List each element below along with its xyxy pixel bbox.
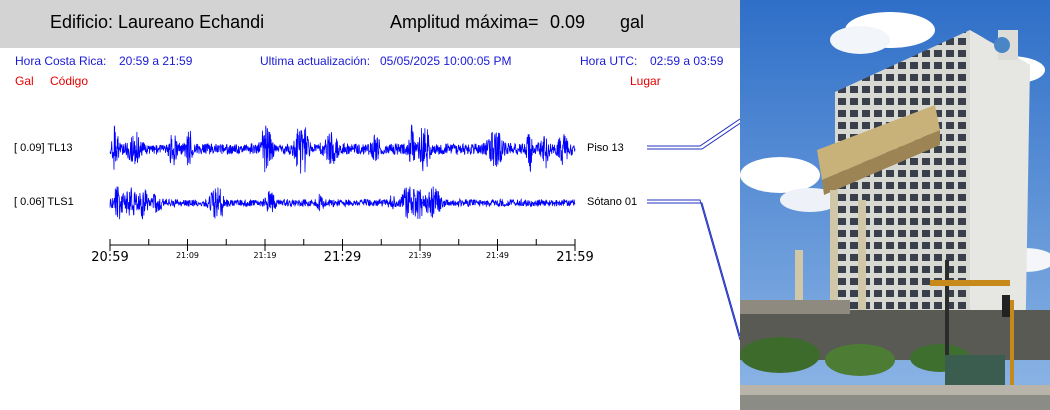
seismogram-chart: 20:59 21:09 21:19 21:29 21:39 21:49 21:59 — [91, 99, 740, 341]
trace-place-tl13: Piso 13 — [587, 142, 624, 154]
trace-tl13 — [109, 124, 576, 174]
utc-range: 02:59 a 03:59 — [650, 54, 724, 68]
trace-gal-label-tl13: [ 0.09] TL13 — [14, 142, 73, 154]
trace-gal-label-tls1: [ 0.06] TLS1 — [14, 196, 74, 208]
header-bar: Edificio: Laureano Echandi Amplitud máxi… — [0, 0, 740, 48]
amplitude-label: Amplitud máxima= — [390, 12, 539, 32]
connector-tl13-inner — [647, 102, 740, 150]
time-tick-label: 21:29 — [324, 250, 361, 265]
update-value: 05/05/2025 10:00:05 PM — [380, 54, 512, 68]
building-photo — [740, 0, 1050, 410]
time-tick-label: 21:39 — [408, 251, 431, 260]
column-code: Código — [50, 74, 89, 88]
trace-place-tls1: Sótano 01 — [587, 196, 638, 208]
time-tick-label: 20:59 — [91, 250, 128, 265]
amplitude-value: 0.09 — [550, 12, 586, 32]
time-axis: 20:59 21:09 21:19 21:29 21:39 21:49 21:59 — [91, 239, 594, 265]
amplitude-unit: gal — [620, 12, 645, 32]
connector-tls1-inner — [647, 202, 740, 337]
column-gal: Gal — [15, 74, 34, 88]
update-label: Ultima actualización: — [260, 54, 371, 68]
time-tick-label: 21:59 — [556, 250, 593, 265]
trace-tls1 — [109, 186, 576, 220]
connector-tls1 — [647, 199, 740, 341]
time-tick-label: 21:09 — [176, 251, 199, 260]
connector-lines — [647, 99, 740, 341]
time-tick-label: 21:19 — [253, 251, 276, 260]
local-time-range: 20:59 a 21:59 — [119, 54, 193, 68]
local-time-label: Hora Costa Rica: — [15, 54, 107, 68]
column-place: Lugar — [630, 74, 661, 88]
utc-label: Hora UTC: — [580, 54, 638, 68]
building-title: Edificio: Laureano Echandi — [50, 12, 265, 32]
time-tick-label: 21:49 — [486, 251, 509, 260]
traces-group — [109, 124, 576, 220]
connector-tl13 — [647, 99, 740, 147]
